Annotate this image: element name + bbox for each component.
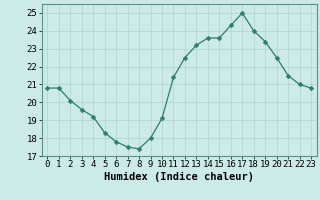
X-axis label: Humidex (Indice chaleur): Humidex (Indice chaleur) [104,172,254,182]
